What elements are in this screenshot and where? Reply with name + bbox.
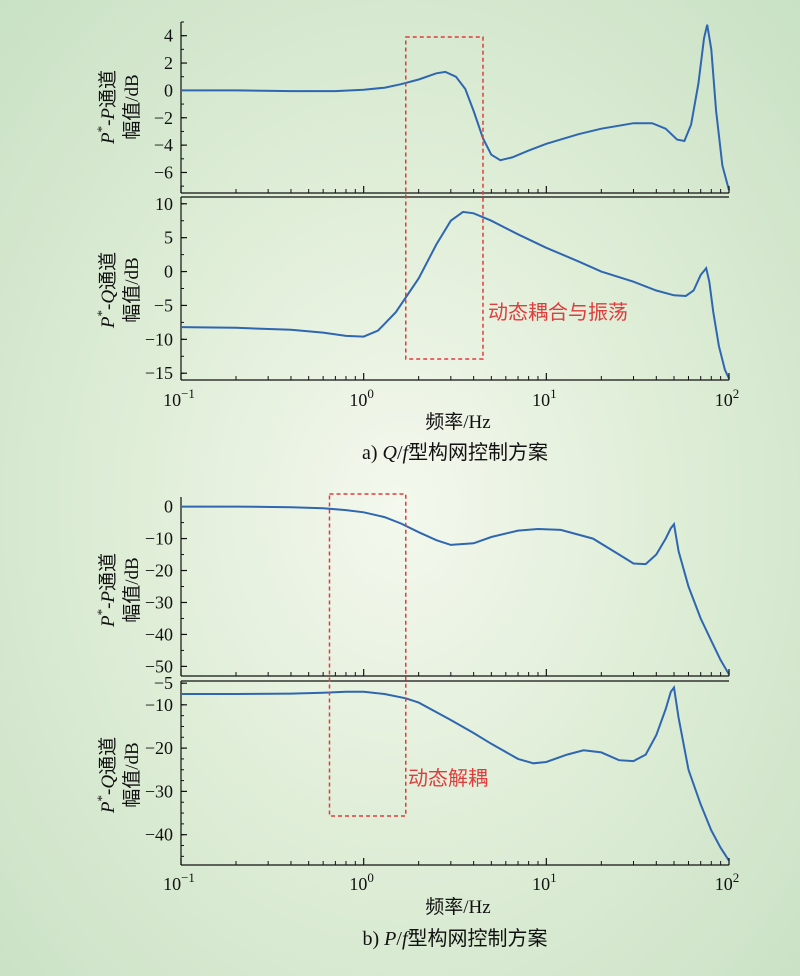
y-tick-label: −15: [145, 363, 173, 383]
y-ticks: 0 −10 −20 −30 −40 −50: [145, 497, 187, 676]
y-tick-label: −50: [145, 656, 173, 676]
y-tick-label: −10: [145, 529, 173, 549]
y-tick-label: −6: [154, 162, 173, 182]
y-axis-label-line2: 幅值/dB: [121, 742, 143, 807]
y-ticks: 10 5 0 −5 −10 −15: [145, 194, 187, 383]
highlight-box-a: [405, 36, 484, 360]
y-tick-label: 0: [164, 80, 173, 100]
x-ticks-a: 10−1 100 101 102: [163, 186, 739, 410]
y-tick-label: 2: [164, 53, 173, 73]
y-axis-label-line1: P*-Q通道: [94, 252, 119, 329]
series-line: [181, 24, 730, 191]
y-tick-label: −30: [145, 592, 173, 612]
annotation-b: 动态解耦: [408, 767, 488, 790]
y-tick-label: 4: [164, 26, 173, 46]
figure-a: 4 2 0 −2 −4 −6 P*-P通道 幅值/dB 10 5 0 −5 −10 −15 P*-Q…: [94, 21, 739, 464]
y-tick-label: −40: [145, 624, 173, 644]
caption-b: b) P/f型构网控制方案: [362, 927, 547, 950]
x-tick-label: 100: [349, 386, 374, 410]
x-ticks-b: 10−1 100 101 102: [163, 669, 739, 894]
y-tick-label: 0: [164, 497, 173, 517]
y-tick-label: −2: [154, 108, 173, 128]
x-tick-label: 102: [715, 386, 740, 410]
y-tick-label: −40: [145, 825, 173, 845]
x-tick-label: 10−1: [163, 386, 195, 410]
y-ticks: −5−10 −20 −30 −40: [145, 673, 187, 857]
y-tick-label: −30: [145, 781, 173, 801]
y-tick-label: 5: [164, 228, 173, 248]
x-tick-label: 100: [349, 870, 374, 894]
series-line: [181, 505, 730, 675]
subplot-b-pq: −5−10 −20 −30 −40 P*-Q通道 幅值/dB: [94, 673, 730, 866]
x-axis-label-b: 频率/Hz: [425, 896, 490, 918]
subplot-a-pq: 10 5 0 −5 −10 −15 P*-Q通道 幅值/dB: [94, 194, 730, 383]
y-tick-label: −20: [145, 561, 173, 581]
y-axis-label-line2: 幅值/dB: [121, 74, 143, 139]
y-tick-label: −4: [154, 135, 173, 155]
y-tick-label: −10: [145, 695, 173, 715]
y-tick-label: −5: [154, 673, 173, 693]
series-line: [181, 684, 730, 862]
figure-b: 0−10−20−30−40−50 P*-P通道 幅值/dB −5−10−20−3…: [94, 493, 739, 950]
y-axis-label-line2: 幅值/dB: [121, 257, 143, 322]
y-tick-label: 0: [164, 262, 173, 282]
series-line: [180, 210, 730, 380]
y-axis-label-line1: P*-P通道: [94, 70, 119, 145]
annotation-a: 动态耦合与振荡: [488, 301, 628, 324]
y-tick-label: −10: [145, 329, 173, 349]
y-tick-label: −20: [145, 738, 173, 758]
y-ticks: 4 2 0 −2 −4 −6: [154, 21, 187, 187]
y-tick-label: −5: [154, 295, 173, 315]
y-axis-label-line2: 幅值/dB: [121, 557, 143, 622]
x-tick-label: 10−1: [163, 870, 195, 894]
x-tick-label: 102: [715, 870, 740, 894]
subplot-a-pp: 4 2 0 −2 −4 −6 P*-P通道 幅值/dB: [94, 21, 730, 194]
x-tick-label: 101: [532, 870, 557, 894]
y-tick-label: 10: [155, 194, 173, 214]
y-axis-label-line1: P*-Q通道: [94, 737, 119, 814]
caption-a: a) Q/f型构网控制方案: [362, 441, 548, 464]
x-tick-label: 101: [532, 386, 557, 410]
y-axis-label-line1: P*-P通道: [94, 553, 119, 628]
x-axis-label-a: 频率/Hz: [425, 411, 490, 433]
subplot-b-pp: 0 −10 −20 −30 −40 −50 P*-P通道 幅值/dB: [94, 497, 730, 677]
highlight-box-b: [328, 493, 407, 817]
